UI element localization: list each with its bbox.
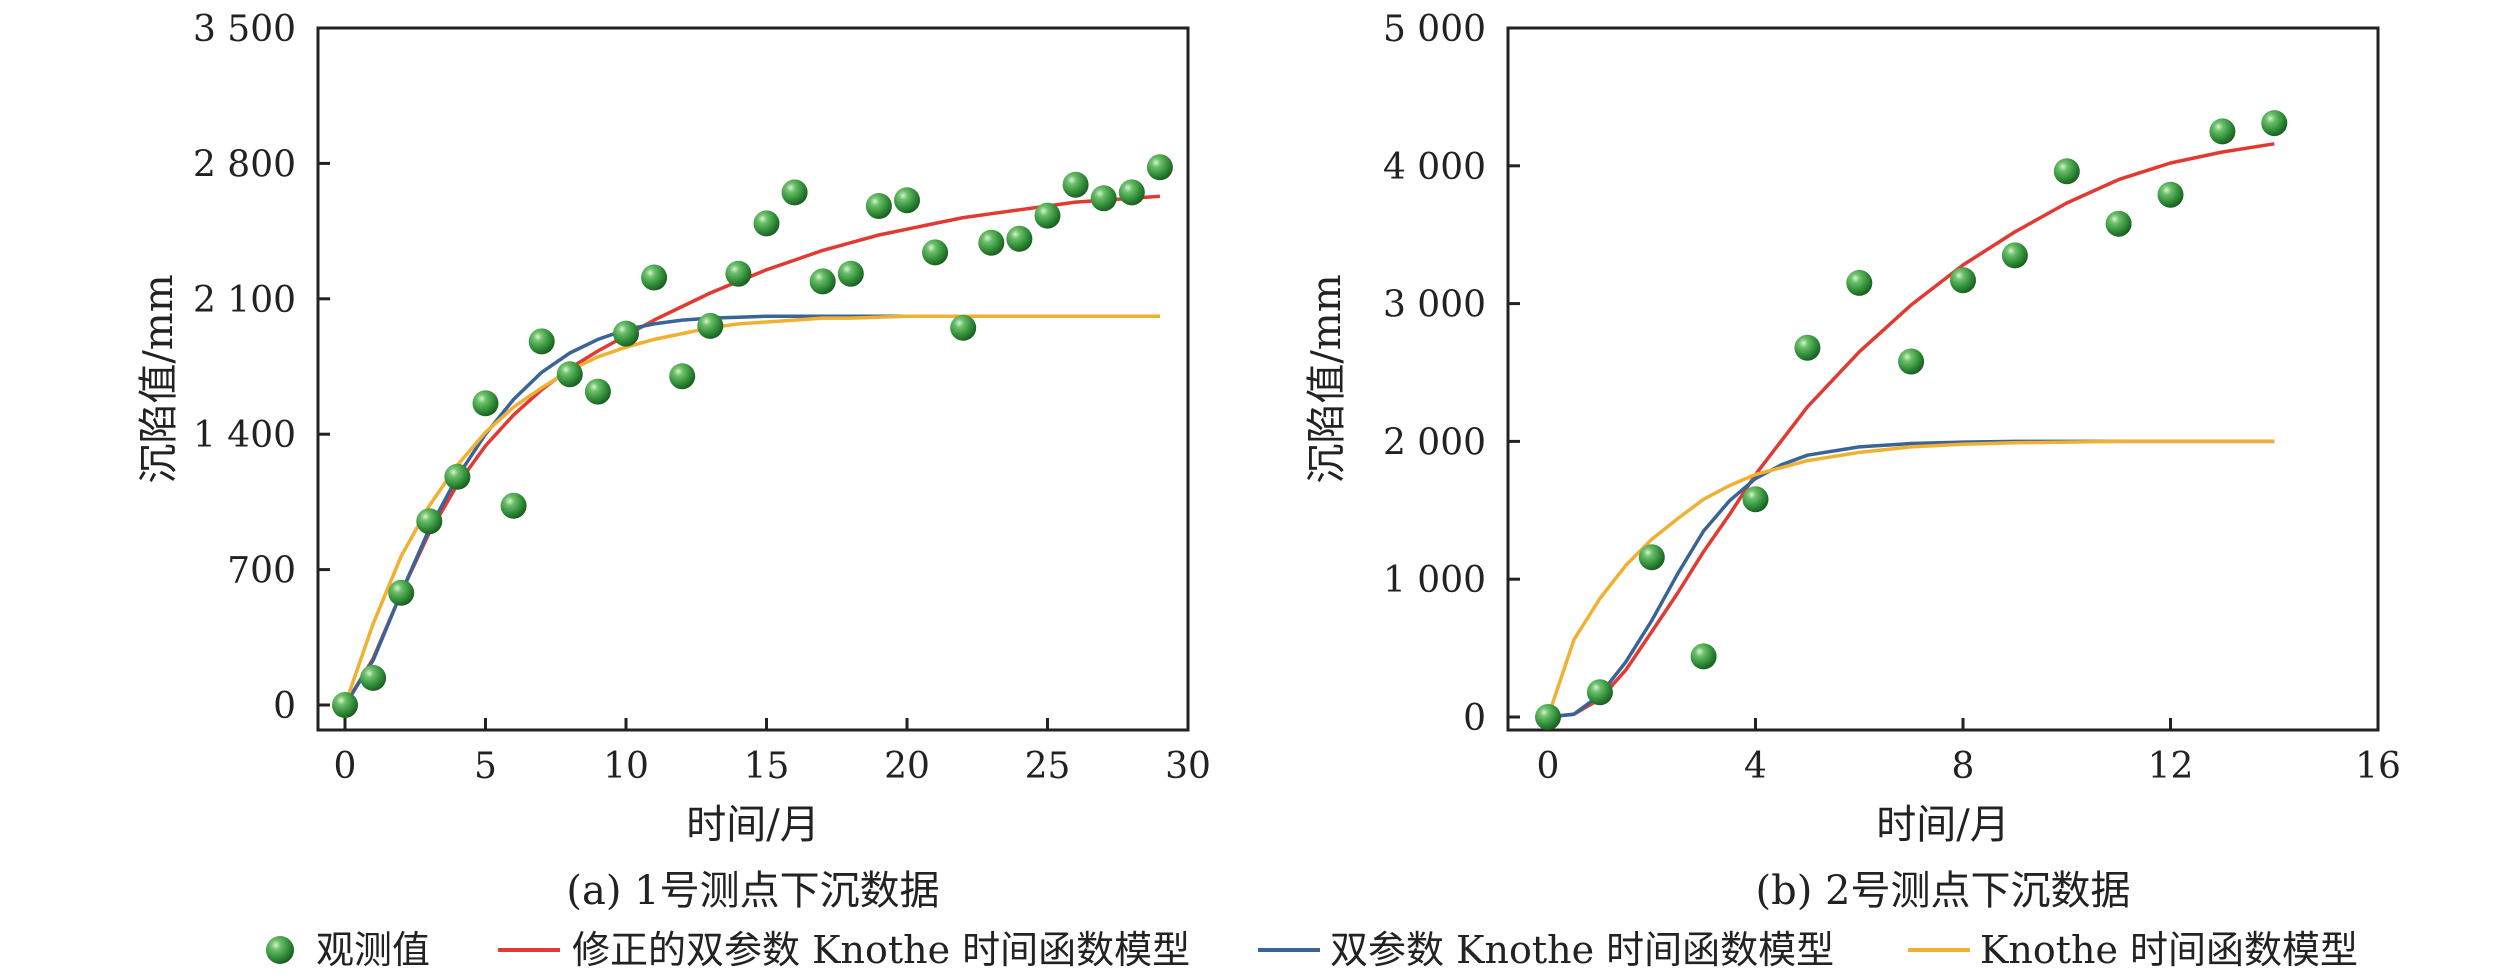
data-point-a-8 [556, 361, 583, 388]
data-point-a-25 [1034, 202, 1061, 229]
y-tick-label-a-3: 2 100 [193, 280, 296, 321]
series-lines-b [1546, 142, 2275, 719]
x-tick-label-b-2: 8 [1952, 746, 1975, 787]
x-axis-label-a: 时间/月 [686, 802, 819, 848]
data-point-a-11 [641, 264, 668, 291]
data-point-a-12 [669, 363, 696, 390]
x-tick-label-a-3: 15 [744, 746, 790, 787]
data-point-b-3 [1690, 643, 1717, 670]
data-point-b-0 [1535, 704, 1561, 730]
data-point-a-20 [894, 187, 920, 214]
legend-label-modified-two-param: 修正的双参数 Knothe 时间函数模型 [572, 928, 1190, 972]
y-tick-label-b-5: 5 000 [1383, 9, 1486, 50]
series-line-modified-two-param-knothe-a [343, 194, 1161, 706]
data-point-a-24 [1006, 225, 1033, 252]
series-line-two-param-knothe-b [1547, 439, 2275, 719]
data-point-b-7 [1898, 348, 1925, 375]
y-tick-label-b-0: 0 [1463, 698, 1486, 739]
x-tick-label-b-4: 16 [2355, 746, 2401, 787]
y-tick-label-a-0: 0 [273, 686, 296, 727]
series-points-a [332, 154, 1173, 718]
x-tick-label-a-5: 25 [1025, 746, 1071, 787]
caption-b: (b) 2号测点下沉数据 [1756, 868, 2131, 914]
series-points-b [1535, 110, 2288, 730]
data-point-b-12 [2157, 181, 2184, 208]
data-point-a-18 [837, 260, 864, 287]
data-point-a-29 [1146, 154, 1173, 181]
x-tick-label-a-4: 20 [884, 746, 930, 787]
x-tick-label-a-1: 5 [474, 746, 497, 787]
legend-label-two-param: 双参数 Knothe 时间函数模型 [1330, 928, 1834, 972]
data-point-b-9 [2001, 242, 2028, 269]
y-axis-label-a: 沉陷值/mm [136, 274, 182, 483]
y-tick-label-b-4: 4 000 [1383, 147, 1486, 188]
plot-frame-b [1506, 26, 2380, 732]
chart-panel-b: 0 4 8 12 16 0 1 000 2 000 3 000 4 000 5 000 时间/月 沉… [1304, 9, 2401, 914]
data-point-a-3 [416, 508, 443, 535]
series-line-knothe-a [343, 314, 1160, 706]
data-point-a-1 [360, 664, 387, 691]
legend-label-observed: 观测值 [316, 928, 430, 972]
data-point-b-8 [1950, 267, 1976, 294]
plot-frame-a [316, 26, 1190, 732]
data-point-b-6 [1846, 269, 1873, 296]
data-point-a-13 [697, 312, 724, 339]
y-tick-label-a-5: 3 500 [193, 9, 296, 50]
x-axis-label-b: 时间/月 [1876, 802, 2009, 848]
y-tick-label-a-1: 700 [227, 551, 296, 592]
data-point-b-4 [1742, 486, 1769, 513]
data-point-a-23 [978, 229, 1005, 256]
y-axis-label-b: 沉陷值/mm [1304, 274, 1350, 483]
data-point-b-14 [2261, 110, 2288, 137]
legend: 观测值 修正的双参数 Knothe 时间函数模型 双参数 Knothe 时间函数… [266, 928, 2358, 972]
x-tick-label-b-0: 0 [1537, 746, 1560, 787]
data-point-a-27 [1090, 185, 1117, 212]
series-lines-a [343, 194, 1161, 706]
chart-panel-a: 0 5 10 15 20 25 30 0 700 1 400 2 100 2 800 3 500 时间/… [136, 9, 1211, 914]
data-point-a-14 [725, 260, 752, 287]
data-point-a-28 [1118, 179, 1145, 206]
series-line-knothe-b [1546, 439, 2275, 718]
axis-ticks-b: 0 4 8 12 16 0 1 000 2 000 3 000 4 000 5 000 [1383, 9, 2401, 787]
y-tick-label-b-3: 3 000 [1383, 285, 1486, 326]
data-point-a-21 [922, 239, 949, 266]
data-point-b-5 [1794, 334, 1821, 361]
data-point-a-17 [809, 268, 836, 295]
data-point-b-1 [1586, 679, 1613, 706]
y-tick-label-b-1: 1 000 [1383, 560, 1486, 601]
y-tick-label-b-2: 2 000 [1383, 422, 1486, 463]
y-tick-label-a-2: 1 400 [193, 415, 296, 456]
x-tick-label-a-2: 10 [603, 746, 649, 787]
axis-ticks-a: 0 5 10 15 20 25 30 0 700 1 400 2 100 2 800 3 500 [193, 9, 1211, 787]
data-point-a-15 [753, 210, 780, 237]
x-tick-label-b-1: 4 [1744, 746, 1767, 787]
data-point-a-10 [613, 320, 639, 347]
data-point-a-6 [500, 492, 527, 519]
data-point-b-11 [2105, 210, 2132, 237]
legend-marker-observed [266, 936, 294, 964]
x-tick-label-a-6: 30 [1165, 746, 1211, 787]
legend-label-knothe: Knothe 时间函数模型 [1980, 928, 2358, 972]
data-point-a-22 [950, 314, 977, 341]
data-point-a-7 [528, 328, 555, 355]
data-point-a-16 [781, 179, 808, 206]
data-point-a-4 [444, 463, 471, 490]
data-point-b-2 [1638, 544, 1665, 571]
data-point-a-2 [388, 579, 415, 606]
data-point-a-9 [584, 378, 611, 405]
data-point-b-10 [2053, 158, 2080, 185]
data-point-a-0 [332, 692, 358, 718]
y-tick-label-a-4: 2 800 [193, 144, 296, 185]
caption-a: (a) 1号测点下沉数据 [566, 868, 939, 914]
x-tick-label-b-3: 12 [2148, 746, 2194, 787]
data-point-a-5 [472, 390, 499, 417]
series-line-two-param-knothe-a [343, 314, 1160, 706]
data-point-b-13 [2209, 118, 2236, 145]
data-point-a-26 [1062, 171, 1089, 198]
x-tick-label-a-0: 0 [334, 746, 357, 787]
series-line-modified-two-param-knothe-b [1547, 142, 2275, 719]
data-point-a-19 [865, 193, 892, 219]
